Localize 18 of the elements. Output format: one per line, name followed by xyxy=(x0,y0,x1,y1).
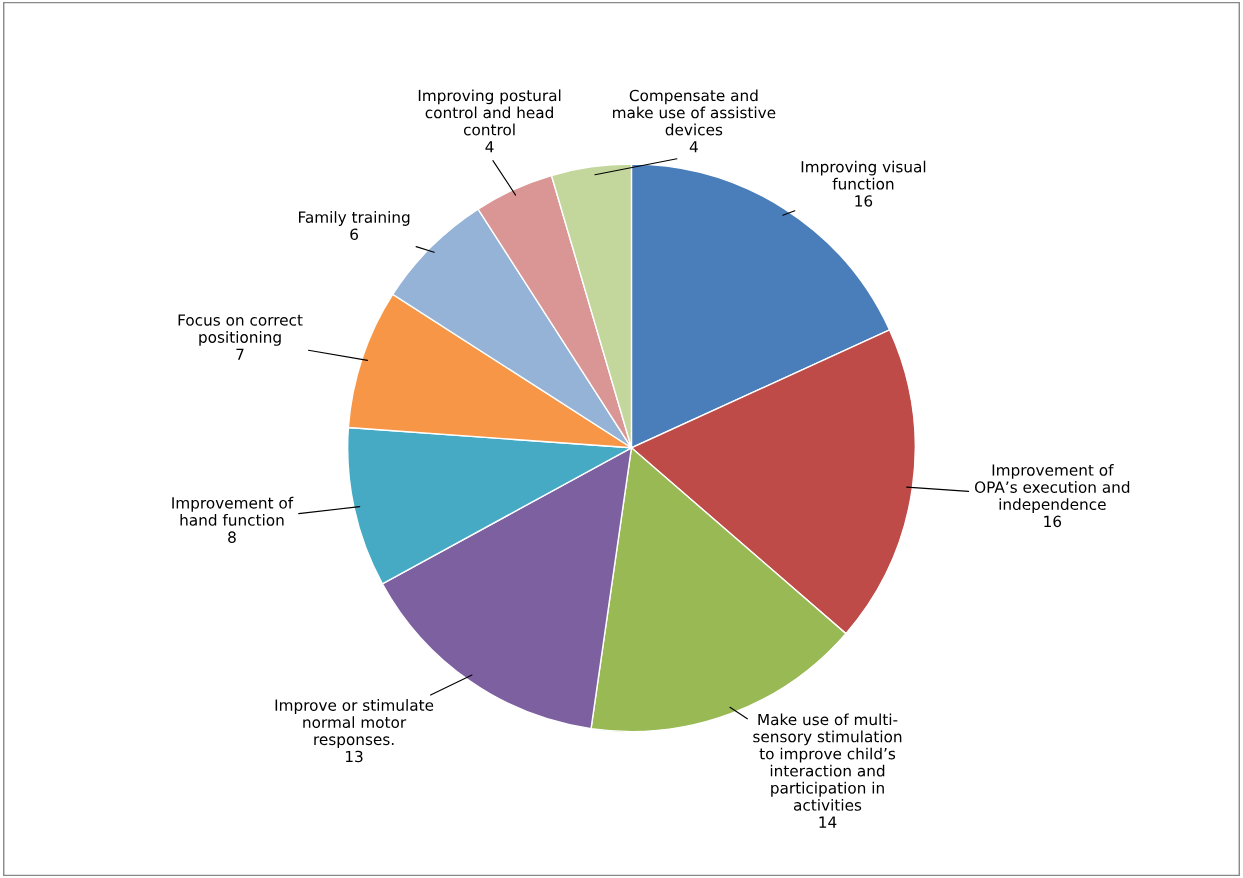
data-label: 14 xyxy=(819,816,837,828)
slice-label: Compensate and make use of assistive devices xyxy=(613,89,776,136)
data-label: 16 xyxy=(855,195,873,207)
data-label: 4 xyxy=(689,141,698,153)
data-label: 4 xyxy=(485,141,494,153)
slice-label: Focus on correct positioning xyxy=(178,314,303,346)
slice-label: Improvement of hand function xyxy=(172,496,294,526)
data-label: 7 xyxy=(236,348,244,360)
slice-label: Improving visual function xyxy=(801,160,926,190)
data-label: 16 xyxy=(1044,515,1062,528)
slice-label: Improvement of OPA’s execution and independence xyxy=(974,463,1130,513)
data-label: 6 xyxy=(350,228,359,241)
data-label: 8 xyxy=(228,531,236,543)
slice-label: Improving postural control and head control xyxy=(418,89,561,136)
data-label: 13 xyxy=(346,750,363,763)
slice-label: Make use of multi- sensory stimulation to improve child’s interaction and participation in activities xyxy=(753,713,902,811)
slice-label: Family training xyxy=(299,211,410,226)
slice-label: Improve or stimulate normal motor responses. xyxy=(275,699,434,749)
